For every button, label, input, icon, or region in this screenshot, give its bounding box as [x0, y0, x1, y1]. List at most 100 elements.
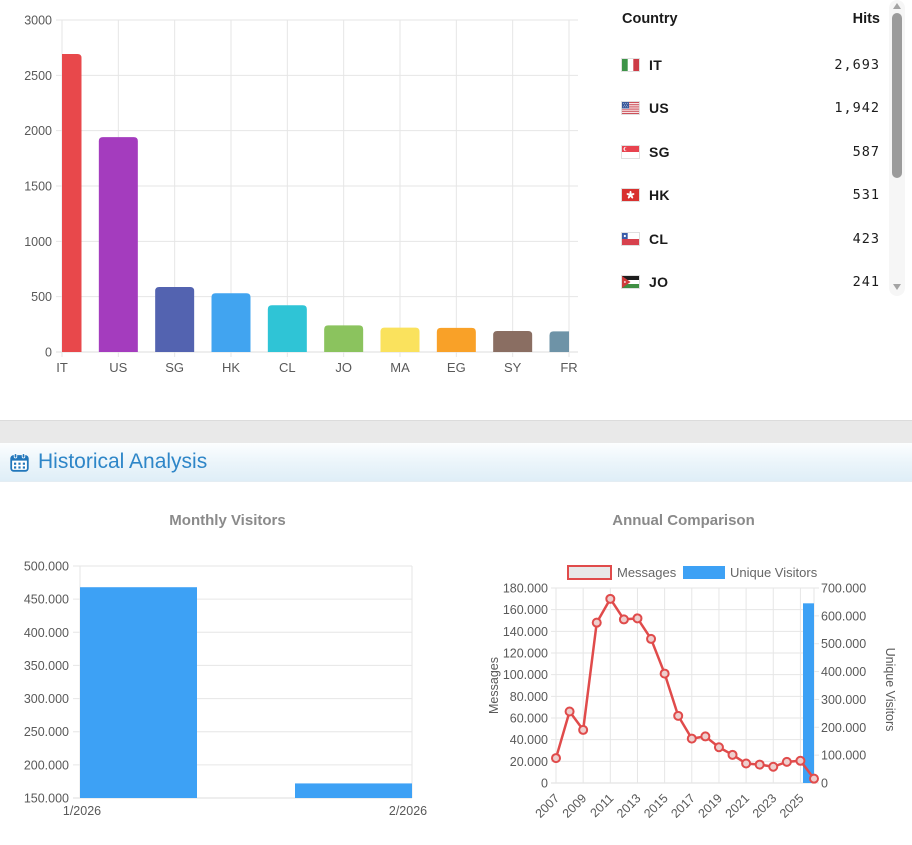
right-y-tick-label: 600.000: [821, 609, 866, 623]
x-tick-label: MA: [390, 360, 410, 375]
right-axis-title: Unique Visitors: [883, 648, 897, 732]
country-code: US: [649, 100, 670, 117]
messages-point-2018[interactable]: [700, 731, 711, 742]
y-tick-label: 250.000: [24, 725, 69, 739]
annual-comparison-title: Annual Comparison: [612, 512, 755, 529]
messages-point-2024[interactable]: [781, 756, 792, 767]
x-tick-label: FR: [560, 360, 577, 375]
messages-point-2016[interactable]: [673, 710, 684, 721]
x-tick-label: 2013: [614, 791, 644, 821]
table-row: JO 241: [622, 261, 880, 305]
flag-cl-icon: [622, 232, 639, 245]
right-y-tick-label: 200.000: [821, 721, 866, 735]
messages-point-2014[interactable]: [646, 633, 657, 644]
left-y-tick-label: 0: [541, 777, 548, 791]
bar-2-2026[interactable]: [295, 783, 412, 798]
x-tick-label: 1/2026: [63, 804, 101, 818]
hits-value: 2,693: [834, 56, 880, 73]
section-divider: [0, 420, 912, 443]
x-tick-label: US: [109, 360, 127, 375]
flag-hk-icon: [622, 189, 639, 202]
x-tick-label: 2023: [750, 791, 780, 821]
left-y-tick-label: 120.000: [503, 647, 548, 661]
messages-point-2007[interactable]: [551, 753, 561, 764]
table-row: SG 587: [622, 130, 880, 174]
messages-point-2025[interactable]: [795, 755, 806, 766]
country-hits-table: Country Hits IT 2,693 US 1,942 SG 587 HK 531 CL 4…: [622, 2, 880, 304]
monthly-visitors-chart[interactable]: 150.000 200.000 250.000 300.000 350.000 400.0…: [0, 540, 455, 840]
table-header-row: Country Hits: [622, 2, 880, 36]
x-tick-label: 2019: [696, 791, 726, 821]
messages-point-2023[interactable]: [768, 761, 779, 772]
table-scrollbar[interactable]: [889, 0, 905, 296]
bar-eg[interactable]: [436, 327, 476, 352]
bar-it[interactable]: [43, 53, 82, 352]
left-y-tick-label: 160.000: [503, 603, 548, 617]
legend-unique-visitors-swatch[interactable]: [683, 566, 725, 579]
legend-messages-swatch[interactable]: [567, 565, 612, 580]
flag-sg-icon: [622, 145, 639, 158]
table-row: HK 531: [622, 174, 880, 218]
messages-point-2012[interactable]: [618, 614, 629, 625]
x-tick-label: IT: [56, 360, 68, 375]
messages-point-2019[interactable]: [713, 742, 724, 753]
right-y-tick-label: 300.000: [821, 693, 866, 707]
messages-point-2021[interactable]: [741, 758, 752, 769]
column-header-country: Country: [622, 11, 678, 27]
left-y-tick-label: 40.000: [510, 733, 548, 747]
y-tick-label: 150.000: [24, 792, 69, 806]
bar-cl[interactable]: [267, 305, 307, 352]
bar-jo[interactable]: [324, 325, 364, 352]
flag-us-icon: [622, 102, 639, 115]
hits-value: 587: [852, 143, 880, 160]
y-tick-label: 500: [31, 290, 52, 304]
messages-point-2017[interactable]: [686, 733, 697, 744]
country-code: JO: [649, 274, 669, 291]
messages-point-2011[interactable]: [605, 593, 616, 604]
y-tick-label: 2000: [24, 124, 52, 138]
bar-sg[interactable]: [155, 287, 195, 352]
country-code: IT: [649, 56, 663, 73]
messages-point-2013[interactable]: [632, 613, 643, 624]
x-tick-label: 2017: [668, 791, 698, 821]
bar-us[interactable]: [98, 137, 138, 352]
table-row: CL 423: [622, 217, 880, 261]
hits-value: 1,942: [834, 100, 880, 117]
messages-point-2015[interactable]: [659, 668, 670, 679]
left-axis-title: Messages: [487, 657, 501, 714]
bar-1-2026[interactable]: [80, 587, 197, 798]
y-tick-label: 1000: [24, 235, 52, 249]
messages-point-2008[interactable]: [564, 706, 575, 717]
x-tick-label: JO: [335, 360, 352, 375]
x-tick-label: EG: [447, 360, 466, 375]
y-tick-label: 350.000: [24, 659, 69, 673]
y-tick-label: 200.000: [24, 758, 69, 772]
scroll-down-icon[interactable]: [893, 284, 901, 290]
country-hits-chart[interactable]: 0 500 1000 1500 2000 2500 3000 IT US SG HK CL JO MA EG…: [0, 0, 582, 398]
messages-point-2026[interactable]: [809, 773, 819, 784]
legend-unique-visitors-label: Unique Visitors: [730, 565, 818, 580]
column-header-hits: Hits: [852, 11, 880, 27]
right-y-tick-label: 500.000: [821, 637, 866, 651]
right-y-tick-label: 0: [821, 777, 828, 791]
table-row: US 1,942: [622, 87, 880, 131]
calendar-icon: [10, 452, 29, 472]
bar-fr[interactable]: [549, 331, 583, 352]
messages-point-2010[interactable]: [591, 617, 602, 628]
scrollbar-thumb[interactable]: [892, 13, 902, 178]
unique-visitors-bar-2026[interactable]: [803, 603, 814, 783]
bar-hk[interactable]: [211, 293, 251, 352]
bar-ma[interactable]: [380, 327, 420, 352]
historical-analysis-header: Historical Analysis: [0, 443, 912, 482]
annual-comparison-chart[interactable]: Messages Unique Visitors 0 20.000 40.000 60.0…: [440, 540, 912, 845]
x-tick-label: 2015: [641, 791, 671, 821]
messages-point-2009[interactable]: [578, 724, 589, 735]
messages-point-2022[interactable]: [754, 759, 765, 770]
right-y-tick-label: 100.000: [821, 749, 866, 763]
bar-sy[interactable]: [493, 330, 533, 352]
messages-point-2020[interactable]: [727, 749, 738, 760]
hits-value: 423: [852, 230, 880, 247]
scroll-up-icon[interactable]: [893, 3, 901, 9]
monthly-visitors-title: Monthly Visitors: [169, 512, 286, 529]
y-tick-label: 0: [45, 346, 52, 360]
